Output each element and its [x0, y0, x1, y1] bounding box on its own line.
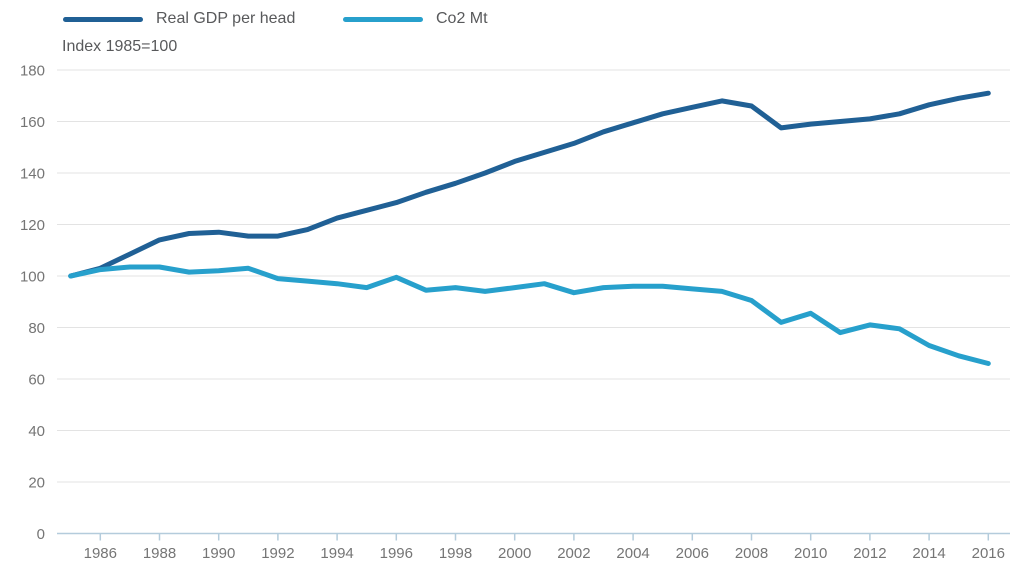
legend-item-co2: Co2 Mt: [343, 8, 488, 30]
axis-unit-label: Index 1985=100: [62, 38, 178, 55]
y-axis-tick-label: 160: [20, 114, 45, 131]
y-axis-tick-label: 20: [28, 475, 45, 492]
x-axis-tick-label: 1996: [380, 545, 413, 562]
x-axis-tick-label: 2006: [676, 545, 709, 562]
legend-label-gdp: Real GDP per head: [156, 10, 296, 27]
legend-item-gdp: Real GDP per head: [63, 8, 295, 30]
x-axis-tick-label: 1990: [202, 545, 235, 562]
gdp-line-swatch: [63, 16, 143, 22]
x-axis-tick-label: 2014: [912, 545, 945, 562]
y-axis-tick-label: 80: [28, 320, 45, 337]
x-axis-tick-label: 1986: [84, 545, 117, 562]
co2-line: [68, 264, 991, 366]
y-axis-tick-label: 120: [20, 217, 45, 234]
y-axis-tick-label: 180: [20, 63, 45, 80]
x-axis-tick-label: 2012: [853, 545, 886, 562]
y-axis-tick-label: 60: [28, 372, 45, 389]
y-axis-tick-label: 40: [28, 423, 45, 440]
y-axis-tick-label: 140: [20, 166, 45, 183]
x-axis-tick-label: 1992: [261, 545, 294, 562]
x-axis-tick-label: 2002: [557, 545, 590, 562]
x-axis-tick-label: 2016: [972, 545, 1005, 562]
x-axis-tick-label: 1988: [143, 545, 176, 562]
legend-label-co2: Co2 Mt: [436, 10, 488, 27]
gdp-line: [68, 90, 991, 279]
x-axis-tick-label: 2010: [794, 545, 827, 562]
x-axis-tick-label: 2008: [735, 545, 768, 562]
x-axis-tick-label: 1994: [320, 545, 353, 562]
y-axis-tick-label: 100: [20, 269, 45, 286]
y-axis-tick-label: 0: [37, 526, 45, 543]
x-axis-tick-label: 2004: [616, 545, 649, 562]
chart-legend: Real GDP per head Co2 Mt: [0, 0, 1024, 36]
x-axis-tick-label: 1998: [439, 545, 472, 562]
x-axis-tick-label: 2000: [498, 545, 531, 562]
co2-line-swatch: [343, 16, 423, 22]
